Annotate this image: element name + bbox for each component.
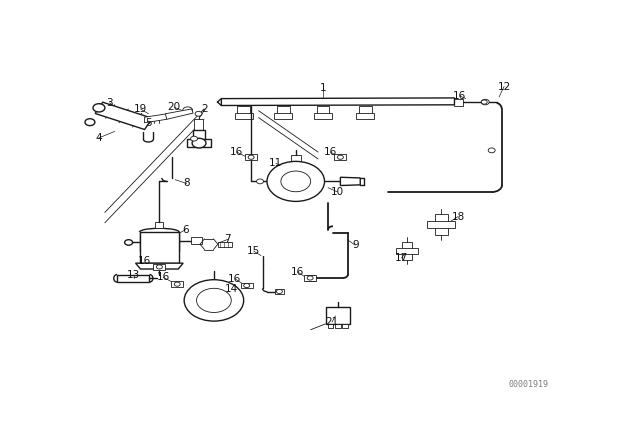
Circle shape bbox=[248, 155, 254, 159]
Circle shape bbox=[192, 138, 206, 148]
Bar bbox=[291, 155, 301, 161]
Text: 9: 9 bbox=[352, 240, 358, 250]
Circle shape bbox=[481, 99, 489, 105]
Text: 19: 19 bbox=[134, 104, 147, 114]
Circle shape bbox=[182, 107, 193, 114]
Polygon shape bbox=[136, 263, 183, 269]
Bar bbox=[154, 264, 165, 270]
Bar bbox=[359, 105, 372, 114]
Circle shape bbox=[125, 240, 132, 245]
Polygon shape bbox=[95, 102, 152, 129]
Bar bbox=[218, 242, 232, 246]
Text: 16: 16 bbox=[291, 267, 304, 277]
Circle shape bbox=[362, 99, 369, 104]
Bar bbox=[454, 99, 463, 106]
Bar bbox=[335, 155, 346, 160]
Bar bbox=[356, 113, 374, 119]
Text: 1: 1 bbox=[320, 82, 326, 93]
Text: 00001919: 00001919 bbox=[509, 380, 549, 389]
Text: 10: 10 bbox=[330, 187, 344, 197]
Polygon shape bbox=[340, 177, 360, 185]
Bar bbox=[428, 221, 455, 228]
Circle shape bbox=[281, 171, 310, 192]
Bar bbox=[191, 237, 202, 244]
Bar bbox=[326, 306, 350, 324]
Bar bbox=[328, 324, 333, 328]
Text: 11: 11 bbox=[269, 159, 282, 168]
Bar bbox=[241, 283, 253, 289]
Bar bbox=[396, 248, 419, 254]
Bar bbox=[314, 113, 332, 119]
Text: 2: 2 bbox=[202, 104, 208, 114]
Text: 18: 18 bbox=[451, 211, 465, 222]
Polygon shape bbox=[165, 109, 193, 119]
Bar bbox=[275, 289, 284, 294]
Bar bbox=[187, 139, 211, 147]
Bar bbox=[403, 242, 412, 260]
Circle shape bbox=[267, 161, 324, 202]
Bar bbox=[237, 105, 250, 114]
Circle shape bbox=[174, 282, 180, 286]
Bar bbox=[435, 214, 447, 235]
Bar bbox=[235, 113, 253, 119]
Circle shape bbox=[196, 289, 231, 313]
Bar bbox=[156, 222, 163, 228]
Circle shape bbox=[488, 148, 495, 153]
Circle shape bbox=[171, 263, 178, 268]
Bar bbox=[277, 105, 290, 114]
Text: 16: 16 bbox=[453, 91, 466, 101]
Circle shape bbox=[319, 99, 326, 104]
Circle shape bbox=[141, 263, 148, 268]
Bar bbox=[140, 232, 179, 263]
Circle shape bbox=[276, 289, 282, 293]
Text: 13: 13 bbox=[127, 270, 140, 280]
Circle shape bbox=[307, 276, 313, 280]
Text: 16: 16 bbox=[230, 147, 243, 157]
Circle shape bbox=[280, 99, 287, 104]
Text: 21: 21 bbox=[325, 317, 339, 327]
Bar bbox=[275, 113, 292, 119]
Polygon shape bbox=[145, 114, 167, 123]
Text: 17: 17 bbox=[395, 253, 408, 263]
Circle shape bbox=[184, 280, 244, 321]
Text: 7: 7 bbox=[225, 234, 231, 244]
Bar bbox=[194, 119, 203, 130]
Bar bbox=[193, 129, 205, 141]
Text: 4: 4 bbox=[95, 133, 102, 143]
Circle shape bbox=[307, 276, 313, 280]
Bar bbox=[117, 275, 150, 282]
Text: 12: 12 bbox=[497, 82, 511, 91]
Bar bbox=[342, 324, 348, 328]
Bar bbox=[245, 155, 257, 160]
Circle shape bbox=[191, 136, 198, 141]
Circle shape bbox=[156, 265, 163, 269]
Text: 16: 16 bbox=[324, 147, 337, 157]
Polygon shape bbox=[221, 98, 454, 106]
Circle shape bbox=[337, 155, 344, 159]
Circle shape bbox=[240, 99, 247, 104]
Circle shape bbox=[481, 100, 487, 104]
Text: 3: 3 bbox=[106, 98, 113, 108]
Text: 15: 15 bbox=[247, 246, 260, 256]
Circle shape bbox=[244, 284, 250, 288]
Bar bbox=[317, 105, 330, 114]
Text: 16: 16 bbox=[228, 274, 241, 284]
Circle shape bbox=[93, 103, 105, 112]
Text: 16: 16 bbox=[157, 272, 170, 282]
Text: 14: 14 bbox=[225, 284, 238, 294]
Text: 16: 16 bbox=[138, 256, 151, 267]
Bar bbox=[304, 275, 316, 281]
Text: 5: 5 bbox=[145, 118, 152, 129]
Text: 8: 8 bbox=[183, 178, 190, 189]
Circle shape bbox=[257, 179, 264, 184]
Circle shape bbox=[85, 119, 95, 125]
Circle shape bbox=[195, 112, 202, 116]
Bar bbox=[172, 281, 183, 287]
Bar bbox=[335, 324, 341, 328]
Text: 20: 20 bbox=[168, 102, 181, 112]
Bar bbox=[306, 275, 315, 281]
Text: 6: 6 bbox=[182, 225, 189, 235]
